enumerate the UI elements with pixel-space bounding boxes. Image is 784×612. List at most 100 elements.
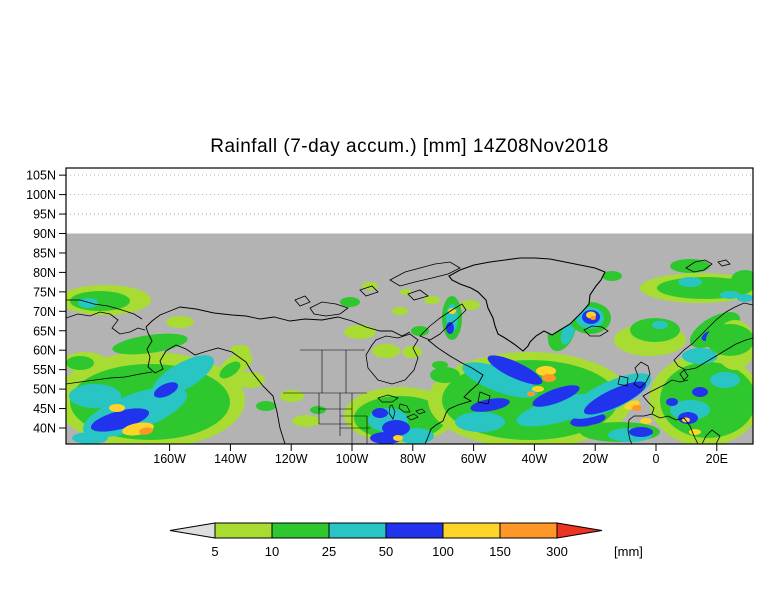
rainfall-patches: [66, 259, 753, 444]
lon-tick-label: 120W: [275, 452, 308, 466]
lake-huron: [398, 403, 411, 413]
chukotka-south-coast: [66, 311, 146, 335]
colorbar-level-label: 50: [379, 544, 393, 559]
lake-erie: [406, 413, 419, 421]
lon-tick-label: 20W: [582, 452, 608, 466]
rain-patch-c5: [372, 344, 400, 358]
svalbard-ne: [717, 259, 731, 267]
rain-patch-c50: [470, 398, 510, 412]
rain-patch-c100: [640, 418, 652, 424]
pacific-coast: [145, 326, 286, 444]
lat-tick-label: 105N: [26, 169, 56, 183]
colorbar-level-label: 150: [489, 544, 511, 559]
colorbar-level-label: 10: [265, 544, 279, 559]
rain-patch-c5: [280, 390, 304, 402]
rain-patch-c50: [382, 420, 410, 436]
rain-patch-c50: [532, 385, 580, 407]
victoria-island: [309, 301, 349, 317]
colorbar-segment: [214, 522, 273, 539]
rain-patch-c150: [590, 316, 596, 320]
rain-patch-c10: [706, 324, 753, 356]
lat-tick-label: 95N: [33, 208, 56, 222]
rain-patch-c25: [710, 372, 740, 388]
lon-tick-label: 80W: [400, 452, 426, 466]
rain-patch-c25: [455, 412, 505, 432]
rain-patch-c5: [166, 316, 194, 328]
rain-patch-c50: [446, 322, 454, 334]
rain-patch-c150: [527, 391, 535, 397]
rain-patch-c5: [460, 300, 480, 310]
devon-island: [407, 289, 429, 301]
rain-patch-c5: [230, 345, 250, 355]
lat-tick-label: 80N: [33, 266, 56, 280]
lat-tick-label: 50N: [33, 383, 56, 397]
lon-tick-label: 100W: [336, 452, 369, 466]
lat-tick-label: 70N: [33, 305, 56, 319]
rain-patch-c50: [90, 408, 150, 432]
rain-patch-c5: [292, 415, 320, 427]
rain-patch-c50: [370, 432, 402, 444]
rain-patch-c50: [629, 427, 653, 437]
colorbar-segment: [499, 522, 558, 539]
coastlines: [66, 257, 753, 444]
rain-patch-c10: [432, 361, 448, 369]
rain-patch-c25: [69, 384, 121, 408]
banks-island: [294, 295, 311, 307]
colorbar-level-label: 25: [322, 544, 336, 559]
rain-patch-c5: [235, 372, 265, 388]
chukotka-arctic-coast: [66, 299, 143, 320]
rain-patch-c5: [392, 307, 408, 315]
rain-patch-c25: [78, 298, 98, 308]
colorbar-level-label: 300: [546, 544, 568, 559]
rain-patch-c150: [542, 374, 556, 382]
scandinavia-coast: [673, 302, 753, 371]
italy-med-coast: [651, 413, 699, 444]
rain-patch-c10: [411, 326, 429, 336]
lat-tick-label: 65N: [33, 324, 56, 338]
great-britain: [633, 361, 651, 389]
lat-tick-label: 90N: [33, 227, 56, 241]
newfoundland: [477, 391, 491, 405]
rain-patch-c10: [340, 297, 360, 307]
lat-tick-label: 75N: [33, 285, 56, 299]
rain-patch-c50: [487, 355, 543, 385]
rain-patch-c50: [583, 381, 647, 415]
lat-tick-label: 55N: [33, 363, 56, 377]
greenland: [448, 257, 606, 352]
lat-tick-label: 85N: [33, 246, 56, 260]
lon-tick-label: 140W: [214, 452, 247, 466]
rain-patch-c50: [666, 398, 678, 406]
rain-patch-c100: [532, 386, 544, 392]
colorbar-segment: [385, 522, 444, 539]
rain-patch-c25: [737, 294, 753, 302]
rain-patch-c10: [430, 367, 460, 383]
colorbar-level-label: 5: [211, 544, 218, 559]
lon-tick-label: 0: [653, 452, 660, 466]
rain-patch-c10: [66, 356, 94, 370]
lon-tick-label: 60W: [461, 452, 487, 466]
rain-patch-c10: [602, 271, 622, 281]
rain-patch-c5: [344, 325, 376, 339]
rain-patch-c25: [652, 321, 668, 329]
rain-patch-c100: [109, 404, 125, 412]
lon-tick-label: 160W: [153, 452, 186, 466]
plot-border: [65, 167, 754, 445]
rain-patch-c100: [536, 366, 556, 376]
rain-patch-c50: [692, 387, 708, 397]
rain-patch-c100: [448, 308, 456, 314]
ireland: [617, 375, 629, 387]
lat-tick-label: 40N: [33, 422, 56, 436]
labrador-east-coast: [424, 339, 484, 444]
rain-patch-c10: [731, 270, 753, 290]
rain-patch-c150: [139, 427, 153, 435]
rain-patch-c100: [393, 435, 403, 441]
rain-patch-c5: [400, 289, 412, 295]
lake-ontario: [415, 408, 426, 415]
rain-patch-c150: [632, 405, 642, 411]
europe-west-coast: [627, 379, 689, 444]
colorbar-segment: [271, 522, 330, 539]
rain-patch-c100: [689, 429, 701, 435]
colorbar-right-arrow: [556, 522, 603, 539]
rain-patch-c50: [372, 408, 388, 418]
